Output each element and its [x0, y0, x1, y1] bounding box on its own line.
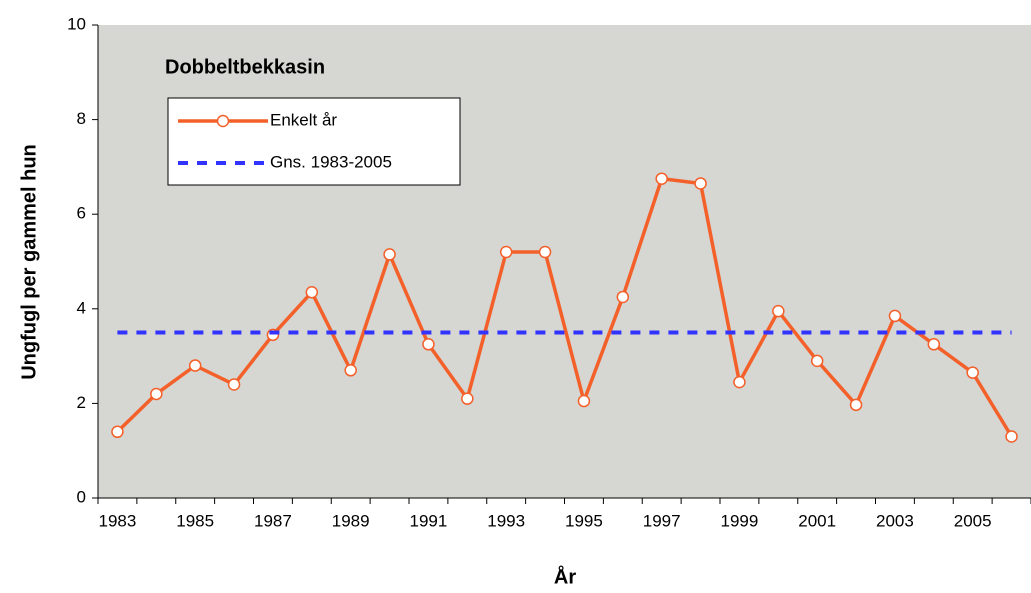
marker	[383, 248, 396, 261]
marker	[538, 245, 552, 259]
marker	[849, 398, 863, 412]
marker	[616, 290, 630, 304]
marker	[577, 394, 591, 408]
legend-box	[167, 97, 461, 186]
y-tick-label: 0	[77, 487, 86, 506]
plot-area	[98, 25, 1031, 498]
marker	[188, 359, 202, 372]
marker	[966, 366, 979, 379]
marker	[733, 375, 746, 389]
marker	[927, 338, 941, 351]
x-tick-label: 1995	[565, 511, 603, 530]
marker	[888, 309, 902, 323]
x-tick-label: 2001	[798, 511, 836, 530]
y-tick-label: 10	[67, 14, 86, 33]
x-tick-label: 2005	[954, 511, 992, 530]
y-tick-label: 8	[77, 109, 86, 128]
x-tick-label: 1989	[332, 511, 370, 530]
marker	[499, 245, 513, 259]
y-tick-label: 4	[77, 298, 86, 317]
marker	[344, 364, 357, 377]
y-tick-label: 2	[77, 393, 86, 412]
legend-label: Gns. 1983-2005	[270, 152, 392, 171]
x-tick-label: 1983	[99, 511, 137, 530]
marker	[694, 177, 707, 190]
marker	[772, 304, 785, 318]
chart-title: Dobbeltbekkasin	[165, 56, 325, 78]
x-tick-label: 1987	[254, 511, 292, 530]
marker	[810, 354, 824, 368]
x-tick-label: 1991	[410, 511, 448, 530]
x-tick-label: 2003	[876, 511, 914, 530]
legend-marker	[216, 114, 230, 128]
x-tick-label: 1993	[487, 511, 525, 530]
marker	[227, 378, 241, 391]
series-line	[116, 176, 1014, 438]
marker	[305, 285, 319, 299]
x-tick-label: 1997	[643, 511, 681, 530]
marker	[655, 172, 668, 185]
y-tick-label: 6	[77, 204, 86, 223]
marker	[422, 338, 435, 351]
y-axis-title: Ungfugl per gammel hun	[18, 144, 40, 380]
marker	[1005, 430, 1018, 443]
x-tick-label: 1999	[721, 511, 759, 530]
marker	[461, 392, 474, 405]
legend-label: Enkelt år	[270, 110, 337, 129]
marker	[111, 425, 124, 439]
x-axis-title: År	[554, 564, 576, 588]
x-tick-label: 1985	[176, 511, 214, 530]
marker	[150, 387, 163, 401]
